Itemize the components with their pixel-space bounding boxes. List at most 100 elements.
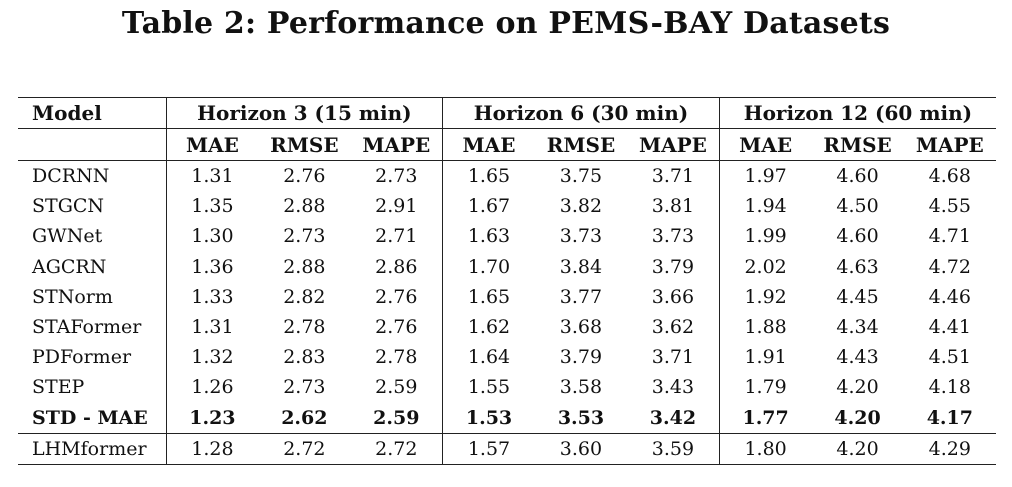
model-name-cell: STEP — [32, 376, 85, 399]
metric-value-cell: 2.02 — [718, 251, 812, 282]
metric-value-cell: 3.84 — [559, 255, 603, 278]
table-row: GWNet 1.30 2.73 2.71 1.63 3.73 3.73 1.99 4.60 4.7… — [18, 221, 996, 252]
header-row-metrics: MAE RMSE MAPE MAE RMSE MAPE MAE RMSE MAP… — [18, 128, 996, 161]
metric-value-cell: 4.45 — [836, 285, 879, 308]
metric-value-cell: 2.76 — [375, 316, 418, 339]
table-row: STNorm 1.33 2.82 2.76 1.65 3.77 3.66 1.92 4.45 4.… — [18, 281, 996, 312]
metric-value-cell: 3.62 — [651, 316, 695, 339]
metric-value-cell: 3.60 — [559, 437, 603, 460]
metric-header: MAPE — [638, 132, 707, 157]
model-name-cell: STD - MAE — [32, 406, 148, 429]
metric-value-cell: 2.86 — [375, 255, 418, 278]
model-name-cell: GWNet — [32, 225, 103, 248]
table-caption: Table 2: Performance on PEMS-BAY Dataset… — [121, 6, 891, 41]
metric-value-cell: 3.79 — [559, 346, 603, 369]
model-subheader-empty — [18, 129, 166, 161]
metric-value-cell: 1.62 — [442, 311, 535, 343]
metric-value-cell: 2.88 — [283, 195, 326, 218]
metric-value-cell: 1.31 — [165, 160, 259, 192]
metric-value-cell: 4.29 — [928, 437, 971, 460]
metric-value-cell: 2.73 — [283, 225, 326, 248]
metric-value-cell: 3.53 — [557, 406, 605, 429]
metric-value-cell: 4.20 — [834, 406, 881, 429]
metric-value-cell: 1.32 — [165, 342, 259, 373]
metric-value-cell: 1.77 — [718, 402, 812, 434]
metric-value-cell: 1.79 — [718, 372, 812, 403]
metric-value-cell: 2.76 — [375, 285, 418, 308]
metric-value-cell: 4.18 — [928, 376, 971, 399]
model-name-cell: AGCRN — [32, 255, 107, 278]
metric-value-cell: 1.64 — [442, 342, 535, 373]
metric-value-cell: 2.73 — [283, 376, 326, 399]
table-row: STGCN 1.35 2.88 2.91 1.67 3.82 3.81 1.94 4.50 4.5… — [18, 191, 996, 222]
model-name-cell: DCRNN — [32, 165, 110, 188]
metric-value-cell: 2.59 — [373, 406, 420, 429]
metric-value-cell: 3.43 — [651, 376, 695, 399]
metric-value-cell: 3.66 — [651, 285, 695, 308]
table-row: STEP 1.26 2.73 2.59 1.55 3.58 3.43 1.79 4.20 4.18 — [18, 372, 996, 403]
metric-value-cell: 1.36 — [165, 251, 259, 282]
metric-value-cell: 4.60 — [836, 165, 879, 188]
metric-value-cell: 2.78 — [283, 316, 326, 339]
metric-value-cell: 1.30 — [165, 221, 259, 252]
metric-value-cell: 4.63 — [836, 255, 879, 278]
metric-value-cell: 3.82 — [559, 195, 603, 218]
metric-value-cell: 4.60 — [836, 225, 879, 248]
metric-value-cell: 1.63 — [442, 221, 535, 252]
metric-value-cell: 4.50 — [836, 195, 879, 218]
table-row: STD - MAE 1.23 2.62 2.59 1.53 3.53 3.42 1.77 4.2… — [18, 402, 996, 434]
table-row: LHMformer 1.28 2.72 2.72 1.57 3.60 3.59 1.80 4.2… — [18, 433, 996, 465]
metric-header: RMSE — [546, 132, 616, 157]
metric-value-cell: 3.71 — [651, 346, 695, 369]
metric-value-cell: 1.94 — [718, 191, 812, 222]
metric-header: MAPE — [362, 132, 431, 157]
metric-value-cell: 4.43 — [836, 346, 879, 369]
metric-value-cell: 2.91 — [375, 195, 418, 218]
metric-value-cell: 1.28 — [165, 433, 259, 465]
metric-header: MAE — [165, 128, 259, 161]
metric-header: MAE — [718, 128, 812, 161]
metric-value-cell: 2.88 — [283, 255, 326, 278]
metric-value-cell: 1.26 — [165, 372, 259, 403]
metric-value-cell: 2.76 — [283, 165, 326, 188]
metric-value-cell: 1.97 — [718, 160, 812, 192]
metric-value-cell: 1.33 — [165, 281, 259, 312]
metric-header: RMSE — [823, 132, 892, 157]
metric-value-cell: 3.59 — [651, 437, 695, 460]
metric-value-cell: 1.92 — [718, 281, 812, 312]
table-row: PDFormer 1.32 2.83 2.78 1.64 3.79 3.71 1.91 4.43… — [18, 342, 996, 373]
metric-value-cell: 1.53 — [442, 402, 535, 434]
header-row-groups: Model Horizon 3 (15 min) Horizon 6 (30 m… — [18, 97, 996, 129]
metric-value-cell: 2.78 — [375, 346, 418, 369]
table-body: DCRNN 1.31 2.76 2.73 1.65 3.75 3.71 1.97 4.60 4.6… — [18, 160, 996, 465]
metric-value-cell: 4.71 — [928, 225, 971, 248]
results-table: Model Horizon 3 (15 min) Horizon 6 (30 m… — [18, 97, 996, 465]
metric-value-cell: 4.34 — [836, 316, 879, 339]
metric-value-cell: 1.31 — [165, 311, 259, 343]
metric-header: MAE — [442, 128, 535, 161]
metric-value-cell: 2.72 — [283, 437, 326, 460]
metric-value-cell: 4.55 — [928, 195, 971, 218]
metric-value-cell: 1.80 — [718, 433, 812, 465]
metric-value-cell: 1.57 — [442, 433, 535, 465]
table-row: AGCRN 1.36 2.88 2.86 1.70 3.84 3.79 2.02 4.63 4.7… — [18, 251, 996, 282]
metric-value-cell: 4.17 — [926, 406, 973, 429]
metric-value-cell: 3.81 — [651, 195, 695, 218]
horizon-12-header: Horizon 12 (60 min) — [718, 97, 996, 129]
model-name-cell: STNorm — [32, 285, 113, 308]
metric-value-cell: 2.72 — [375, 437, 418, 460]
metric-value-cell: 3.75 — [559, 165, 603, 188]
metric-value-cell: 4.68 — [928, 165, 971, 188]
model-name-cell: STAFormer — [32, 316, 142, 339]
horizon-6-header: Horizon 6 (30 min) — [442, 97, 720, 129]
metric-value-cell: 3.73 — [559, 225, 603, 248]
metric-value-cell: 3.73 — [651, 225, 695, 248]
model-name-cell: LHMformer — [32, 437, 147, 460]
metric-header: MAPE — [915, 132, 984, 157]
metric-value-cell: 2.82 — [283, 285, 326, 308]
metric-value-cell: 4.51 — [928, 346, 971, 369]
metric-value-cell: 1.55 — [442, 372, 535, 403]
metric-value-cell: 1.35 — [165, 191, 259, 222]
metric-value-cell: 1.65 — [442, 281, 535, 312]
metric-value-cell: 4.46 — [928, 285, 971, 308]
